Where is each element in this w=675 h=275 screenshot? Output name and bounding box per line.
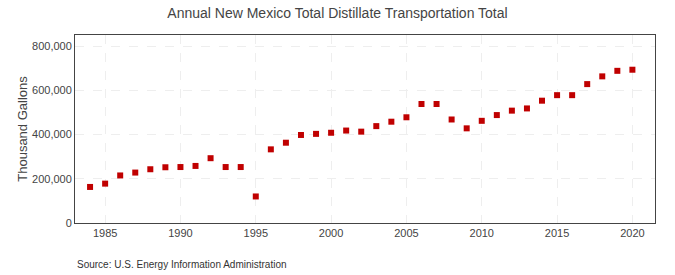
svg-text:400,000: 400,000 xyxy=(32,128,72,140)
svg-text:1985: 1985 xyxy=(93,227,117,239)
svg-text:Thousand Gallons: Thousand Gallons xyxy=(15,76,30,182)
svg-text:600,000: 600,000 xyxy=(32,84,72,96)
svg-text:Source: U.S. Energy Informatio: Source: U.S. Energy Information Administ… xyxy=(77,259,287,270)
svg-text:2010: 2010 xyxy=(470,227,494,239)
svg-text:2005: 2005 xyxy=(394,227,418,239)
svg-text:1990: 1990 xyxy=(168,227,192,239)
svg-text:2000: 2000 xyxy=(319,227,343,239)
svg-text:800,000: 800,000 xyxy=(32,40,72,52)
svg-text:0: 0 xyxy=(66,217,72,229)
svg-text:2020: 2020 xyxy=(620,227,644,239)
svg-text:2015: 2015 xyxy=(545,227,569,239)
svg-text:1995: 1995 xyxy=(244,227,268,239)
svg-text:Annual New Mexico Total Distil: Annual New Mexico Total Distillate Trans… xyxy=(167,5,507,21)
svg-text:200,000: 200,000 xyxy=(32,173,72,185)
